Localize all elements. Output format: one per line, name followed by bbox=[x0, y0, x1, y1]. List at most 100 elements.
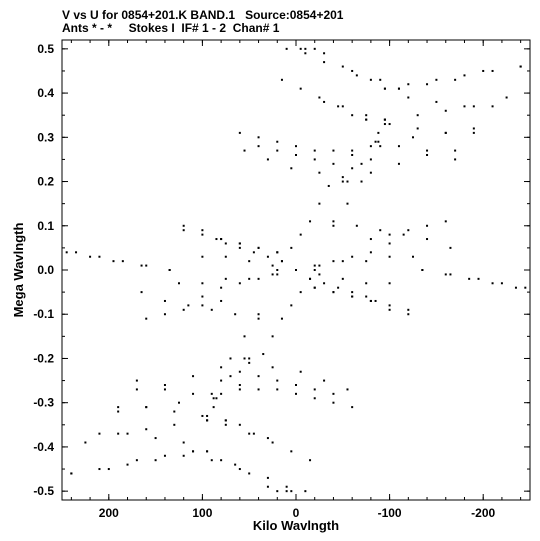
uv-point-conjugate bbox=[187, 304, 190, 307]
uv-point-conjugate bbox=[145, 428, 148, 431]
uv-point bbox=[121, 260, 124, 263]
uv-point-conjugate bbox=[112, 260, 115, 263]
uv-point-conjugate bbox=[383, 123, 386, 126]
uv-point-conjugate bbox=[285, 485, 288, 488]
uv-point-conjugate bbox=[192, 450, 195, 453]
uv-point-conjugate bbox=[388, 282, 391, 285]
x-tick-label: -100 bbox=[378, 506, 402, 520]
uv-point-conjugate bbox=[299, 291, 302, 294]
uv-point bbox=[355, 224, 358, 227]
uv-point bbox=[360, 162, 363, 165]
uv-point-conjugate bbox=[117, 410, 120, 413]
uv-point bbox=[332, 291, 335, 294]
y-tick-label: -0.4 bbox=[33, 440, 54, 454]
uv-point bbox=[252, 432, 255, 435]
uv-point bbox=[351, 295, 354, 298]
uv-point bbox=[379, 229, 382, 232]
plot-subtitle: Ants * - * Stokes I IF# 1 - 2 Chan# 1 bbox=[62, 21, 280, 35]
uv-point bbox=[397, 87, 400, 90]
uv-point bbox=[201, 233, 204, 236]
uv-point bbox=[332, 149, 335, 152]
uv-point-conjugate bbox=[84, 441, 87, 444]
uv-point-conjugate bbox=[290, 304, 293, 307]
uv-point-conjugate bbox=[276, 149, 279, 152]
uv-point bbox=[243, 335, 246, 338]
y-tick-label: -0.3 bbox=[33, 396, 54, 410]
uv-point-conjugate bbox=[388, 233, 391, 236]
uv-point bbox=[351, 149, 354, 152]
uv-point bbox=[388, 308, 391, 311]
y-tick-label: 0.5 bbox=[37, 42, 54, 56]
y-tick-label: 0.3 bbox=[37, 130, 54, 144]
uv-point bbox=[426, 154, 429, 156]
uv-point bbox=[257, 277, 260, 280]
uv-point-conjugate bbox=[388, 123, 391, 126]
uv-point-conjugate bbox=[313, 47, 316, 50]
uv-point-conjugate bbox=[238, 384, 241, 386]
uv-point-conjugate bbox=[313, 397, 316, 400]
uv-point bbox=[201, 304, 204, 307]
uv-point-conjugate bbox=[463, 74, 466, 77]
uv-point bbox=[248, 260, 251, 263]
uv-point-conjugate bbox=[117, 432, 120, 435]
uv-point-conjugate bbox=[266, 476, 269, 479]
uv-point-conjugate bbox=[355, 74, 358, 77]
uv-point-conjugate bbox=[276, 251, 279, 254]
uv-point-conjugate bbox=[234, 313, 237, 316]
uv-point-conjugate bbox=[332, 224, 335, 227]
uv-point bbox=[201, 295, 204, 298]
uv-point bbox=[238, 423, 241, 426]
uv-point bbox=[369, 299, 372, 302]
uv-point-conjugate bbox=[444, 273, 447, 276]
uv-point-conjugate bbox=[163, 299, 166, 302]
uv-point bbox=[224, 255, 227, 258]
uv-point bbox=[182, 441, 185, 444]
uv-point bbox=[365, 114, 368, 117]
uv-point bbox=[318, 202, 321, 205]
uv-point bbox=[365, 260, 368, 263]
uv-point bbox=[98, 468, 101, 471]
x-tick-label: -200 bbox=[471, 506, 495, 520]
uv-point bbox=[135, 379, 138, 382]
uv-point-conjugate bbox=[351, 167, 354, 170]
uv-point-conjugate bbox=[262, 353, 265, 356]
uv-point-conjugate bbox=[388, 242, 391, 245]
uv-point bbox=[266, 485, 269, 488]
uv-point bbox=[313, 388, 316, 391]
uv-point bbox=[206, 414, 209, 417]
uv-point bbox=[212, 397, 215, 400]
uv-point bbox=[276, 379, 279, 382]
x-tick-label: 0 bbox=[293, 506, 300, 520]
uv-point-conjugate bbox=[332, 260, 335, 263]
uv-point-conjugate bbox=[323, 52, 326, 55]
uv-point bbox=[505, 96, 508, 99]
uv-point bbox=[75, 251, 78, 254]
uv-point-conjugate bbox=[491, 105, 494, 108]
uv-point-conjugate bbox=[276, 388, 279, 391]
uv-point bbox=[215, 397, 218, 400]
uv-point-conjugate bbox=[514, 286, 517, 289]
uv-point bbox=[482, 69, 485, 72]
uv-point-conjugate bbox=[346, 202, 349, 205]
uv-point bbox=[426, 83, 429, 86]
uv-point-conjugate bbox=[377, 140, 380, 143]
uv-point-conjugate bbox=[271, 335, 274, 338]
uv-point-conjugate bbox=[341, 65, 344, 68]
uv-point bbox=[154, 437, 157, 440]
uv-point-conjugate bbox=[295, 154, 297, 156]
uv-point-conjugate bbox=[248, 357, 251, 360]
uv-point bbox=[332, 392, 335, 395]
uv-point bbox=[416, 114, 419, 117]
uv-point-conjugate bbox=[178, 401, 180, 404]
uv-point-conjugate bbox=[351, 406, 354, 409]
uv-point bbox=[374, 299, 377, 302]
uv-point bbox=[379, 145, 382, 148]
uv-point-conjugate bbox=[220, 392, 223, 395]
uv-point bbox=[266, 158, 269, 161]
uv-point-conjugate bbox=[178, 282, 180, 285]
uv-point-conjugate bbox=[271, 366, 274, 369]
plot-title: V vs U for 0854+201.K BAND.1 Source:0854… bbox=[62, 8, 344, 22]
uv-point bbox=[377, 131, 380, 134]
uv-point bbox=[248, 472, 251, 475]
